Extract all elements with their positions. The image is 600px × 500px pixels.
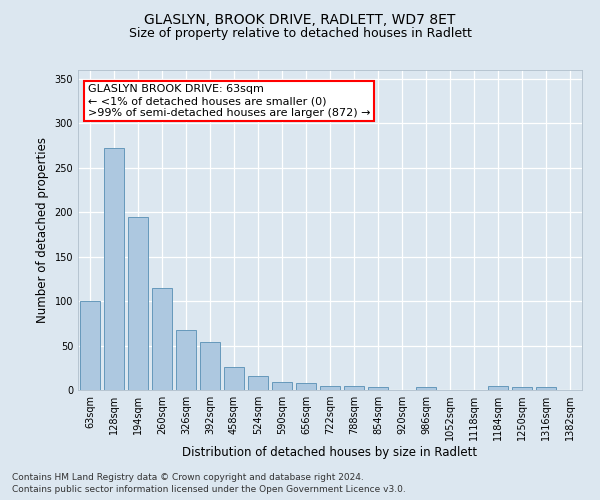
Text: Size of property relative to detached houses in Radlett: Size of property relative to detached ho… [128, 28, 472, 40]
Text: GLASLYN BROOK DRIVE: 63sqm
← <1% of detached houses are smaller (0)
>99% of semi: GLASLYN BROOK DRIVE: 63sqm ← <1% of deta… [88, 84, 371, 117]
Text: GLASLYN, BROOK DRIVE, RADLETT, WD7 8ET: GLASLYN, BROOK DRIVE, RADLETT, WD7 8ET [145, 12, 455, 26]
Bar [224, 367, 244, 390]
Bar [128, 216, 148, 390]
Y-axis label: Number of detached properties: Number of detached properties [36, 137, 49, 323]
Bar [272, 382, 292, 390]
Bar [344, 386, 364, 390]
Bar [248, 376, 268, 390]
Bar [80, 301, 100, 390]
Bar [104, 148, 124, 390]
X-axis label: Distribution of detached houses by size in Radlett: Distribution of detached houses by size … [182, 446, 478, 459]
Bar [488, 386, 508, 390]
Bar [176, 330, 196, 390]
Bar [536, 388, 556, 390]
Bar [296, 383, 316, 390]
Text: Contains public sector information licensed under the Open Government Licence v3: Contains public sector information licen… [12, 485, 406, 494]
Bar [416, 388, 436, 390]
Bar [152, 288, 172, 390]
Bar [368, 388, 388, 390]
Bar [512, 388, 532, 390]
Bar [320, 386, 340, 390]
Bar [200, 342, 220, 390]
Text: Contains HM Land Registry data © Crown copyright and database right 2024.: Contains HM Land Registry data © Crown c… [12, 474, 364, 482]
